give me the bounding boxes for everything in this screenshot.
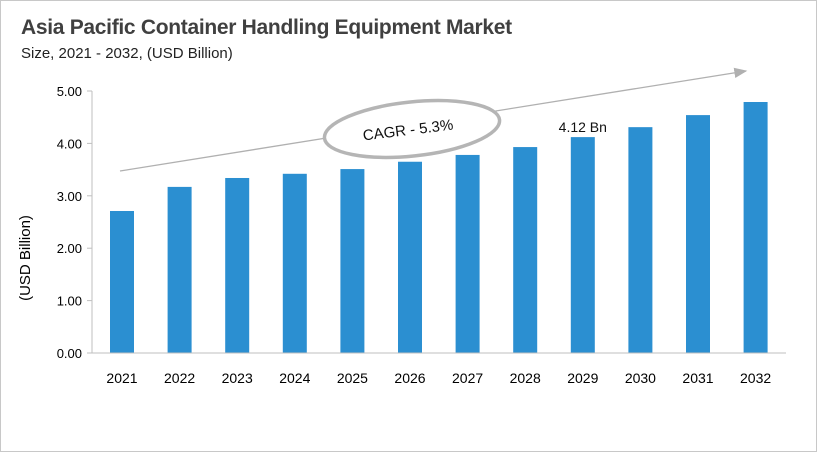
bar-2029 [570, 137, 595, 353]
bar-2023 [225, 177, 250, 353]
y-tick-label: 5.00 [57, 84, 82, 99]
x-tick-label: 2023 [222, 370, 253, 386]
data-label-2029: 4.12 Bn [559, 119, 607, 135]
y-axis-label: (USD Billion) [17, 215, 34, 301]
y-tick-label: 1.00 [57, 294, 82, 309]
y-tick-label: 3.00 [57, 189, 82, 204]
x-tick-label: 2030 [625, 370, 656, 386]
bar-2032 [743, 102, 768, 353]
bar-2022 [167, 186, 192, 353]
x-tick-label: 2025 [337, 370, 368, 386]
y-tick-label: 4.00 [57, 136, 82, 151]
bar-2026 [398, 161, 422, 353]
x-tick-label: 2024 [279, 370, 310, 386]
x-tick-label: 2022 [164, 370, 195, 386]
bar-2021 [110, 210, 134, 353]
x-tick-label: 2027 [452, 370, 483, 386]
x-tick-label: 2032 [740, 370, 771, 386]
chart-title: Asia Pacific Container Handling Equipmen… [21, 16, 512, 39]
y-tick-label: 0.00 [57, 346, 82, 361]
x-tick-label: 2029 [567, 370, 598, 386]
bar-2025 [340, 169, 365, 353]
x-tick-label: 2028 [510, 370, 541, 386]
x-tick-label: 2021 [106, 370, 137, 386]
bar-2024 [282, 173, 307, 353]
chart-subtitle: Size, 2021 - 2032, (USD Billion) [21, 45, 233, 62]
bar-2027 [455, 154, 480, 353]
bar-2031 [686, 115, 710, 353]
y-tick-label: 2.00 [57, 241, 82, 256]
bar-2028 [513, 147, 538, 353]
x-tick-label: 2031 [682, 370, 713, 386]
bar-2030 [628, 127, 653, 353]
x-tick-label: 2026 [394, 370, 425, 386]
cagr-ellipse [322, 98, 502, 160]
